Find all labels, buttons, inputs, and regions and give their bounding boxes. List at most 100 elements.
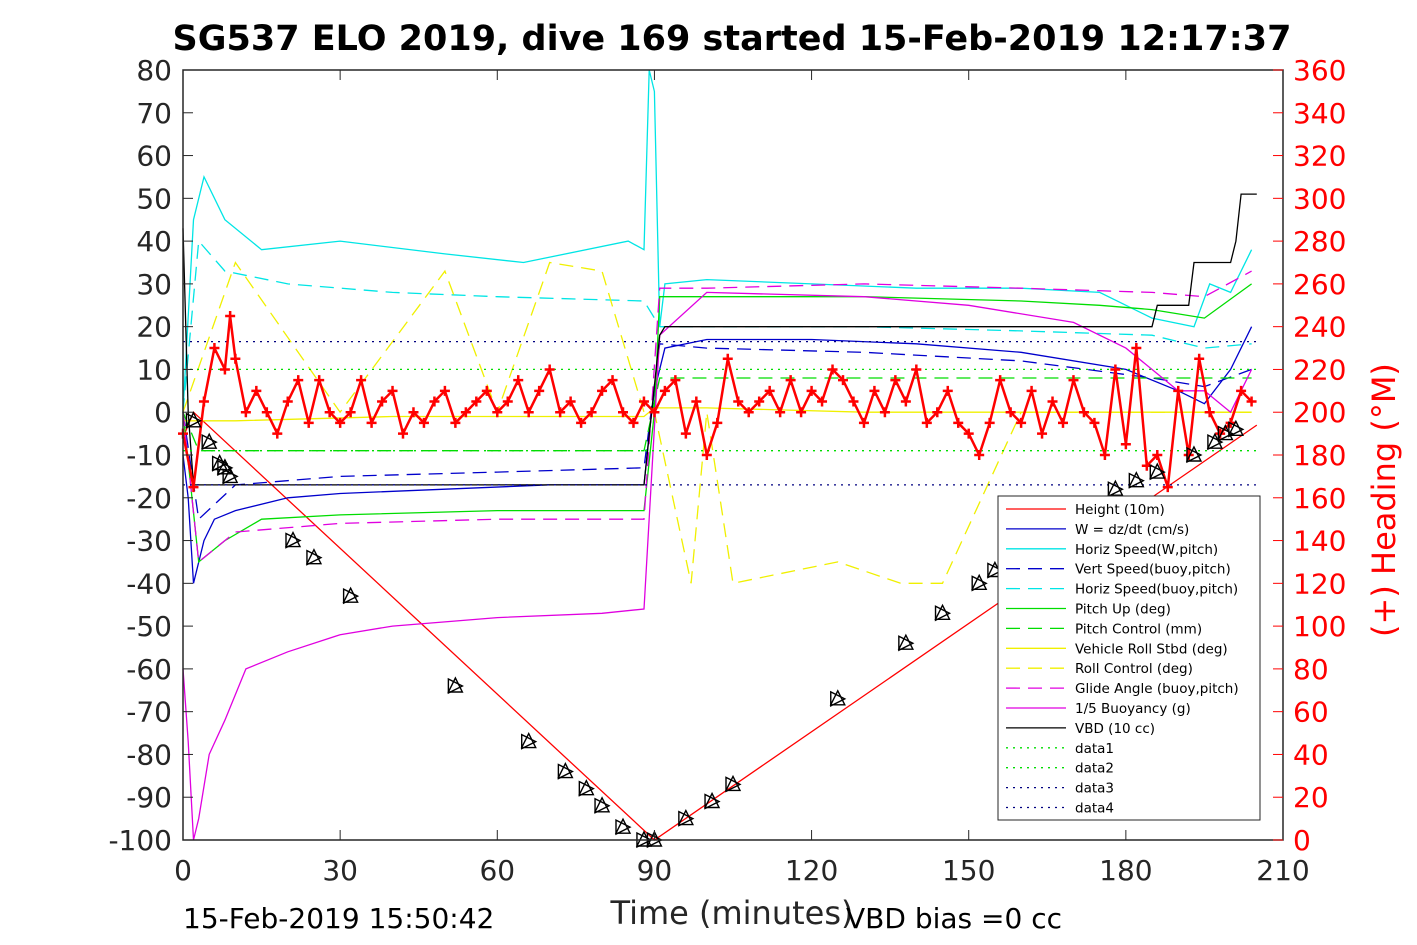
y2-tick-label: 60: [1293, 696, 1329, 729]
y-tick-label: 80: [136, 54, 172, 87]
depth-marker-up: [646, 830, 663, 847]
legend-label: 1/5 Buoyancy (g): [1075, 701, 1191, 717]
y-tick-label: -100: [108, 824, 172, 857]
depth-marker-right: [201, 434, 218, 451]
y-tick-label: -70: [126, 696, 172, 729]
heading-point: [890, 375, 901, 386]
depth-marker-right: [934, 605, 952, 622]
heading-point: [921, 417, 932, 428]
heading-point: [293, 375, 304, 386]
heading-point: [900, 396, 911, 407]
series-layer: [182, 69, 1258, 841]
heading-point: [1194, 353, 1205, 364]
y-tick-label: -20: [126, 482, 172, 515]
heading-point: [848, 396, 859, 407]
heading-point: [1110, 364, 1121, 375]
y-tick-label: 0: [154, 396, 172, 429]
depth-marker-right: [521, 733, 538, 750]
heading-point: [984, 417, 995, 428]
heading-point: [555, 407, 566, 418]
heading-point: [1047, 396, 1058, 407]
heading-point: [691, 396, 702, 407]
depth-marker-up: [1149, 462, 1166, 479]
heading-point: [450, 417, 461, 428]
depth-marker-right: [306, 549, 323, 566]
heading-point: [398, 428, 408, 439]
heading-point: [366, 417, 377, 428]
heading-point: [188, 482, 199, 493]
depth-marker-right: [1128, 472, 1145, 489]
heading-point: [995, 375, 1006, 386]
legend-label: Pitch Up (deg): [1075, 602, 1171, 618]
legend-label: Roll Control (deg): [1075, 661, 1193, 677]
heading-point: [251, 385, 262, 396]
x-tick-label: 210: [1256, 854, 1309, 887]
heading-point: [408, 407, 419, 418]
depth-marker-right: [342, 588, 360, 605]
legend: Height (10m) W = dz/dt (cm/s) Horiz Speed(…: [997, 495, 1261, 821]
heading-point: [460, 407, 471, 418]
y2-tick-label: 280: [1293, 225, 1346, 258]
heading-point: [659, 385, 670, 396]
heading-point: [387, 385, 398, 396]
depth-marker-up: [216, 458, 234, 475]
y-tick-label: -40: [126, 567, 172, 600]
depth-marker-right: [615, 819, 632, 836]
heading-point: [429, 396, 440, 407]
heading-point: [282, 396, 293, 407]
y-tick-label: -60: [126, 653, 172, 686]
legend-label: VBD (10 cc): [1075, 721, 1155, 737]
heading-point: [471, 396, 482, 407]
heading-point: [785, 375, 796, 386]
heading-point: [838, 375, 848, 386]
heading-point: [1078, 407, 1089, 418]
depth-marker-right: [1149, 463, 1166, 481]
depth-marker-up: [897, 633, 914, 650]
footer-timestamp: 15-Feb-2019 15:50:42: [183, 902, 494, 935]
legend-label: data1: [1075, 741, 1114, 757]
marker-layer: [185, 411, 1245, 849]
heading-point: [576, 417, 587, 428]
heading-point: [1005, 407, 1016, 418]
depth-marker-up: [342, 586, 359, 603]
y-tick-label: 30: [136, 268, 172, 301]
heading-point: [733, 396, 744, 407]
heading-point: [1026, 385, 1037, 396]
heading-point: [481, 385, 492, 396]
y2-tick-label: 360: [1293, 54, 1346, 87]
legend-label: Vehicle Roll Stbd (deg): [1075, 641, 1228, 657]
y2-tick-label: 160: [1293, 482, 1346, 515]
heading-point: [272, 428, 283, 439]
heading-point: [240, 407, 251, 418]
y2-tick-label: 120: [1293, 567, 1346, 600]
depth-marker-right: [557, 763, 574, 780]
heading-point: [597, 385, 608, 396]
heading-point: [974, 450, 985, 460]
heading-point: [356, 375, 367, 386]
x-axis: 0 30 60 90 120 150 180 210: [174, 70, 1310, 887]
depth-marker-up: [703, 791, 721, 809]
y-tick-label: -50: [126, 610, 172, 643]
heading-point: [649, 407, 660, 418]
heading-point: [670, 375, 681, 386]
depth-marker-up: [934, 603, 951, 620]
depth-marker-right: [725, 776, 742, 793]
heading-point: [544, 364, 555, 375]
heading-point: [607, 375, 618, 386]
legend-label: data3: [1075, 781, 1114, 797]
depth-marker-right: [678, 810, 695, 827]
heading-point: [1037, 428, 1048, 439]
series-horiz-speed-w-pitch: [182, 69, 1253, 413]
heading-point: [932, 407, 943, 418]
heading-point: [1120, 439, 1131, 450]
depth-marker-up: [305, 548, 323, 565]
depth-marker-right: [285, 532, 302, 549]
x-axis-label: Time (minutes): [610, 894, 854, 932]
heading-point: [1016, 417, 1027, 428]
heading-point: [513, 375, 524, 386]
heading-point: [1236, 385, 1247, 396]
heading-point: [225, 310, 236, 321]
y-tick-label: 60: [136, 140, 172, 173]
depth-marker-right: [898, 635, 915, 652]
